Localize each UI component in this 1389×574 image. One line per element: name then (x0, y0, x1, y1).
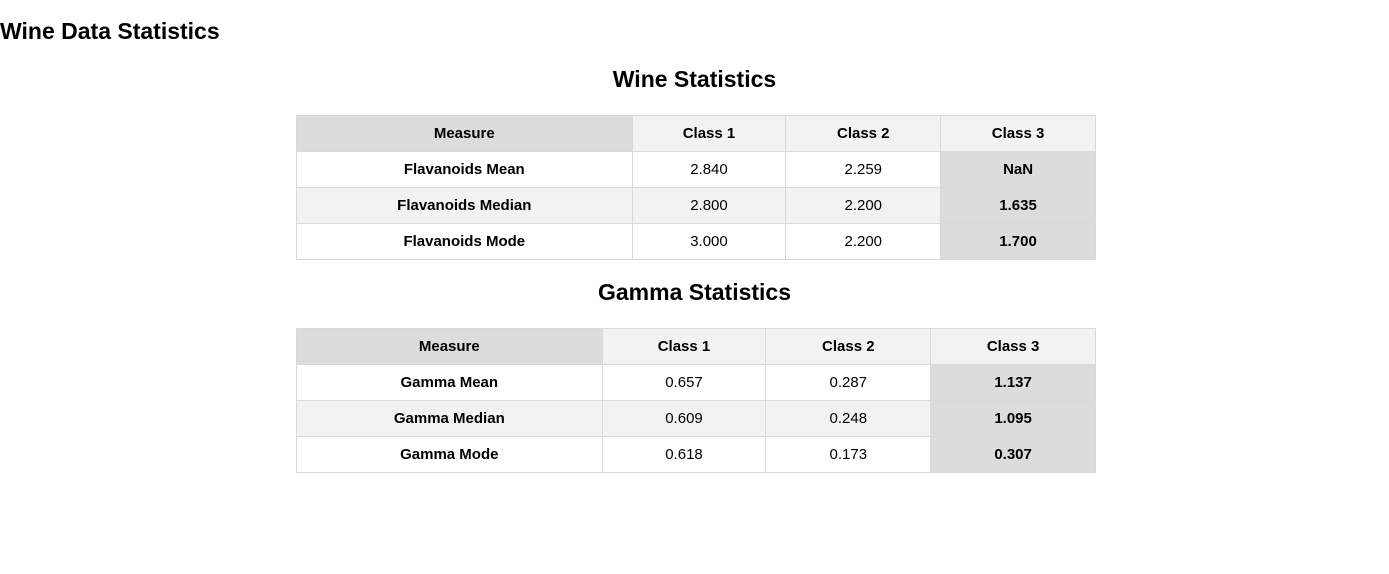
table-row: Gamma Mean 0.657 0.287 1.137 (296, 364, 1096, 401)
wine-statistics-title: Wine Statistics (612, 66, 777, 92)
class-1-value: 2.800 (631, 187, 787, 224)
table-header-row: Measure Class 1 Class 2 Class 3 (296, 115, 1096, 152)
class-2-value: 0.173 (765, 436, 932, 473)
column-header-class-2: Class 2 (785, 115, 942, 152)
column-header-measure: Measure (296, 115, 633, 152)
class-3-value: 0.307 (930, 436, 1096, 473)
column-header-class-2: Class 2 (765, 328, 932, 365)
table-row: Gamma Mode 0.618 0.173 0.307 (296, 436, 1096, 473)
column-header-class-1: Class 1 (631, 115, 787, 152)
class-3-value: 1.137 (930, 364, 1096, 401)
class-2-value: 0.248 (765, 400, 932, 437)
table-row: Flavanoids Mean 2.840 2.259 NaN (296, 151, 1096, 188)
class-2-value: 0.287 (765, 364, 932, 401)
row-label: Flavanoids Median (296, 187, 633, 224)
class-1-value: 0.618 (601, 436, 767, 473)
class-2-value: 2.200 (785, 187, 942, 224)
column-header-class-1: Class 1 (601, 328, 767, 365)
gamma-statistics-table: Measure Class 1 Class 2 Class 3 Gamma Me… (296, 328, 1096, 473)
table-row: Flavanoids Median 2.800 2.200 1.635 (296, 187, 1096, 224)
table-header-row: Measure Class 1 Class 2 Class 3 (296, 328, 1096, 365)
page-title: Wine Data Statistics (0, 18, 220, 44)
column-header-measure: Measure (296, 328, 603, 365)
row-label: Flavanoids Mode (296, 223, 633, 260)
class-1-value: 0.657 (601, 364, 767, 401)
class-1-value: 2.840 (631, 151, 787, 188)
row-label: Gamma Median (296, 400, 603, 437)
gamma-statistics-title: Gamma Statistics (597, 279, 792, 305)
wine-statistics-table: Measure Class 1 Class 2 Class 3 Flavanoi… (296, 115, 1096, 260)
row-label: Gamma Mode (296, 436, 603, 473)
class-1-value: 3.000 (631, 223, 787, 260)
row-label: Flavanoids Mean (296, 151, 633, 188)
class-3-value: 1.095 (930, 400, 1096, 437)
class-1-value: 0.609 (601, 400, 767, 437)
class-3-value: 1.700 (940, 223, 1096, 260)
table-row: Flavanoids Mode 3.000 2.200 1.700 (296, 223, 1096, 260)
column-header-class-3: Class 3 (930, 328, 1096, 365)
table-row: Gamma Median 0.609 0.248 1.095 (296, 400, 1096, 437)
column-header-class-3: Class 3 (940, 115, 1096, 152)
class-3-value: 1.635 (940, 187, 1096, 224)
class-3-value: NaN (940, 151, 1096, 188)
row-label: Gamma Mean (296, 364, 603, 401)
class-2-value: 2.259 (785, 151, 942, 188)
class-2-value: 2.200 (785, 223, 942, 260)
